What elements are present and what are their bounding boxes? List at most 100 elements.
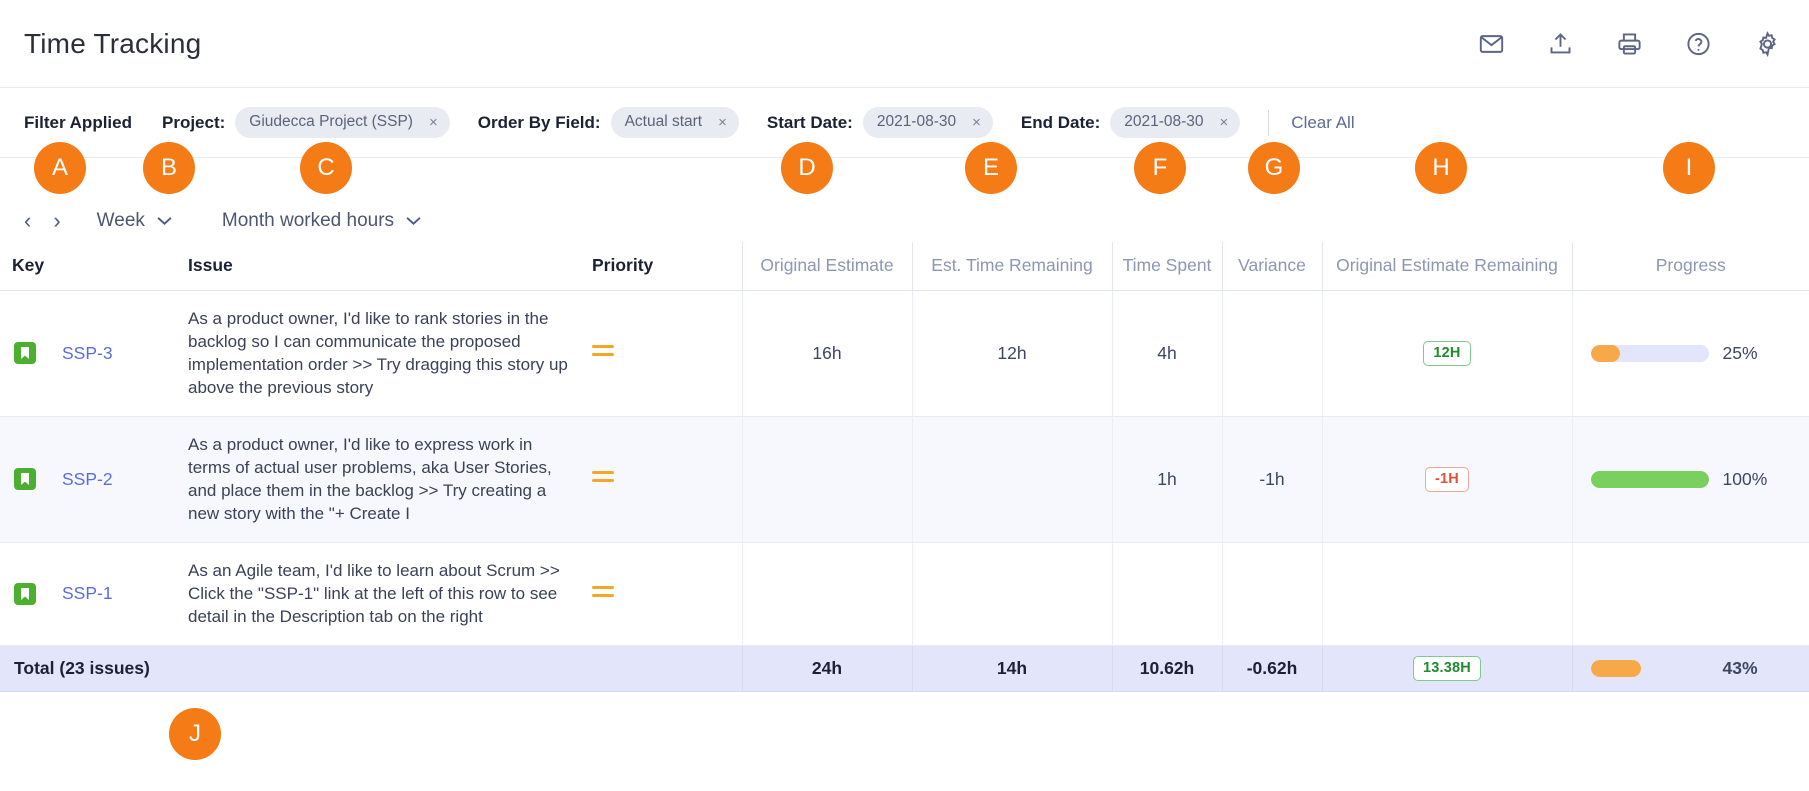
title-bar: Time Tracking bbox=[0, 0, 1809, 88]
cell-variance bbox=[1221, 542, 1322, 646]
progress-percent: 43% bbox=[1722, 657, 1758, 678]
column-header-issue[interactable]: Issue bbox=[188, 242, 592, 291]
table-total-row: Total (23 issues) 24h 14h 10.62h -0.62h … bbox=[0, 645, 1809, 692]
column-header-original-estimate-remaining[interactable]: Original Estimate Remaining bbox=[1321, 242, 1572, 291]
period-select-value: Week bbox=[96, 210, 145, 231]
cell-variance bbox=[1221, 290, 1322, 417]
progress-bar bbox=[1590, 344, 1709, 362]
filter-order-by: Order By Field: Actual start × bbox=[478, 107, 739, 138]
table-header-row: Key Issue Priority Original Estimate Est… bbox=[0, 242, 1809, 291]
cell-est-time-remaining: 12h bbox=[911, 290, 1112, 417]
total-variance: -0.62h bbox=[1221, 645, 1322, 692]
issue-key-link[interactable]: SSP-2 bbox=[62, 468, 113, 489]
table-row[interactable]: SSP-1 As an Agile team, I'd like to lear… bbox=[0, 542, 1809, 646]
filter-order-by-chip[interactable]: Actual start × bbox=[610, 107, 739, 138]
story-type-icon bbox=[14, 582, 36, 605]
cell-key: SSP-2 bbox=[0, 416, 188, 542]
priority-medium-icon bbox=[592, 344, 614, 358]
cell-issue: As a product owner, I'd like to express … bbox=[188, 416, 592, 542]
filter-end-date-label: End Date: bbox=[1020, 112, 1101, 132]
cell-original-estimate-remaining bbox=[1321, 542, 1572, 646]
estimate-remaining-badge: 12H bbox=[1423, 340, 1471, 366]
total-original-estimate: 24h bbox=[741, 645, 912, 692]
story-type-icon bbox=[14, 468, 36, 491]
filter-start-date: Start Date: 2021-08-30 × bbox=[767, 107, 993, 138]
column-header-progress[interactable]: Progress bbox=[1571, 242, 1809, 291]
time-tracking-table: Key Issue Priority Original Estimate Est… bbox=[0, 242, 1809, 692]
story-type-icon bbox=[14, 342, 36, 365]
total-estimate-remaining-badge: 13.38H bbox=[1413, 655, 1481, 681]
column-header-variance[interactable]: Variance bbox=[1221, 242, 1322, 291]
remove-project-icon[interactable]: × bbox=[428, 113, 438, 131]
total-progress: 43% bbox=[1571, 645, 1809, 692]
cell-original-estimate bbox=[741, 416, 912, 543]
column-header-priority[interactable]: Priority bbox=[592, 242, 742, 291]
filter-order-by-label: Order By Field: bbox=[477, 112, 601, 132]
filter-end-date-chip[interactable]: 2021-08-30 × bbox=[1110, 107, 1241, 138]
cell-time-spent: 4h bbox=[1111, 290, 1222, 417]
prev-period-button[interactable]: ‹ bbox=[24, 208, 32, 233]
table-toolbar: ‹ › Week Month worked hours bbox=[0, 158, 1809, 242]
table-body: SSP-3 As a product owner, I'd like to ra… bbox=[0, 290, 1809, 692]
upload-icon[interactable] bbox=[1547, 30, 1574, 57]
progress-percent: 25% bbox=[1722, 342, 1758, 363]
filter-start-date-chip[interactable]: 2021-08-30 × bbox=[862, 107, 993, 138]
progress-bar-fill bbox=[1590, 344, 1620, 362]
progress-bar-fill bbox=[1590, 659, 1642, 677]
table-row[interactable]: SSP-3 As a product owner, I'd like to ra… bbox=[0, 290, 1809, 417]
mail-icon[interactable] bbox=[1478, 30, 1505, 57]
table-row[interactable]: SSP-2 As a product owner, I'd like to ex… bbox=[0, 416, 1809, 543]
cell-priority bbox=[592, 542, 742, 645]
title-actions bbox=[1478, 30, 1781, 57]
progress-percent: 100% bbox=[1722, 468, 1768, 489]
cell-est-time-remaining bbox=[911, 416, 1112, 543]
filter-divider bbox=[1268, 109, 1270, 136]
priority-medium-icon bbox=[592, 470, 614, 484]
total-est-time-remaining: 14h bbox=[911, 645, 1112, 692]
clear-all-button[interactable]: Clear All bbox=[1291, 112, 1355, 132]
period-pager: ‹ › bbox=[24, 210, 61, 232]
column-header-est-time-remaining[interactable]: Est. Time Remaining bbox=[911, 242, 1112, 291]
issue-key-link[interactable]: SSP-3 bbox=[62, 342, 113, 363]
chevron-down-icon bbox=[406, 213, 421, 229]
remove-start-date-icon[interactable]: × bbox=[972, 113, 981, 131]
cell-original-estimate-remaining: 12H bbox=[1321, 290, 1572, 417]
priority-medium-icon bbox=[592, 585, 614, 599]
cell-key: SSP-1 bbox=[0, 542, 188, 645]
cell-priority bbox=[592, 290, 742, 416]
next-period-button[interactable]: › bbox=[53, 208, 61, 233]
issue-summary: As a product owner, I'd like to express … bbox=[188, 434, 552, 524]
filter-project: Project: Giudecca Project (SSP) × bbox=[162, 107, 450, 138]
total-label: Total (23 issues) bbox=[14, 657, 150, 678]
cell-time-spent: 1h bbox=[1111, 416, 1222, 543]
cell-progress: 100% bbox=[1571, 416, 1809, 543]
remove-end-date-icon[interactable]: × bbox=[1219, 113, 1229, 131]
column-header-original-estimate[interactable]: Original Estimate bbox=[741, 242, 912, 291]
total-original-estimate-remaining: 13.38H bbox=[1321, 645, 1572, 692]
period-select[interactable]: Week bbox=[97, 210, 172, 232]
cell-issue: As an Agile team, I'd like to learn abou… bbox=[188, 542, 592, 645]
progress-bar-fill bbox=[1590, 470, 1709, 488]
page-title: Time Tracking bbox=[24, 27, 202, 59]
issue-key-link[interactable]: SSP-1 bbox=[62, 583, 113, 604]
progress-bar bbox=[1590, 470, 1709, 488]
cell-original-estimate bbox=[741, 542, 912, 646]
gear-icon[interactable] bbox=[1754, 30, 1781, 57]
metric-select-value: Month worked hours bbox=[221, 210, 395, 231]
cell-original-estimate: 16h bbox=[741, 290, 912, 417]
column-header-time-spent[interactable]: Time Spent bbox=[1111, 242, 1222, 291]
filter-project-chip[interactable]: Giudecca Project (SSP) × bbox=[235, 107, 450, 138]
print-icon[interactable] bbox=[1616, 30, 1643, 57]
column-header-key[interactable]: Key bbox=[0, 242, 188, 291]
total-time-spent: 10.62h bbox=[1111, 645, 1222, 692]
remove-order-by-icon[interactable]: × bbox=[718, 113, 727, 131]
cell-time-spent bbox=[1111, 542, 1222, 646]
cell-progress: 25% bbox=[1571, 290, 1809, 417]
metric-select[interactable]: Month worked hours bbox=[222, 210, 421, 232]
cell-progress bbox=[1571, 542, 1809, 646]
filter-order-by-value: Actual start bbox=[624, 113, 703, 130]
help-icon[interactable] bbox=[1685, 30, 1712, 57]
filter-applied-label: Filter Applied bbox=[24, 112, 132, 132]
issue-summary: As a product owner, I'd like to rank sto… bbox=[188, 308, 568, 398]
